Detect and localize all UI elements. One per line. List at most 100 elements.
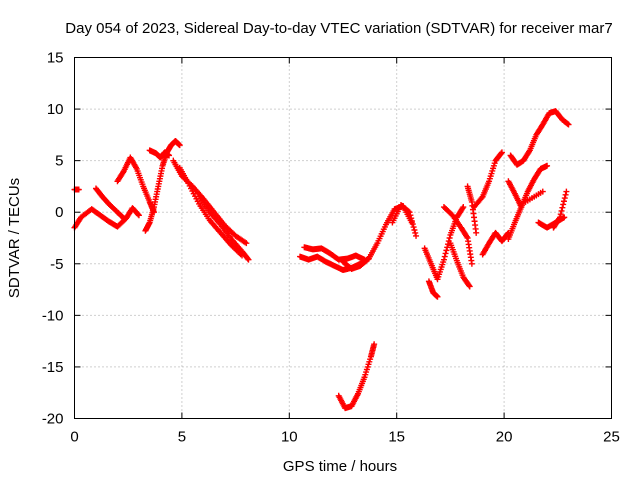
data-point xyxy=(405,208,412,215)
data-point xyxy=(556,215,563,222)
data-point xyxy=(409,221,416,228)
data-point xyxy=(176,142,183,149)
x-tick-label: 15 xyxy=(388,429,405,446)
data-point xyxy=(560,201,567,208)
y-tick-label: 0 xyxy=(55,204,63,221)
data-point xyxy=(440,256,447,263)
data-point xyxy=(459,205,466,212)
data-point xyxy=(562,191,569,198)
data-point xyxy=(498,149,505,156)
x-tick-label: 0 xyxy=(70,429,78,446)
data-point xyxy=(120,215,127,222)
grid-lines xyxy=(74,57,612,419)
series-arc22 xyxy=(505,162,551,243)
y-axis-label: SDTVAR / TECUs xyxy=(6,178,23,298)
data-point xyxy=(565,121,572,128)
series-arc19 xyxy=(464,183,480,236)
series-arc20 xyxy=(479,229,512,258)
data-point xyxy=(544,162,551,169)
y-tick-labels: -20 -15 -10 -5 0 5 10 15 xyxy=(42,50,64,428)
data-point xyxy=(557,211,564,218)
series-arc12 xyxy=(340,203,415,272)
series-arc3 xyxy=(92,185,127,222)
series-arc6 xyxy=(146,147,173,161)
data-point xyxy=(563,188,570,195)
series-arc15 xyxy=(421,204,467,283)
data-point xyxy=(406,209,413,216)
y-tick-label: -15 xyxy=(42,359,64,376)
series-arc17 xyxy=(447,240,473,290)
series-arc9 xyxy=(196,193,252,263)
data-point xyxy=(244,255,251,262)
series-arc8 xyxy=(176,164,246,259)
data-point xyxy=(409,218,416,225)
y-tick-label: -20 xyxy=(42,411,64,428)
data-point xyxy=(539,188,546,195)
data-point xyxy=(407,212,414,219)
y-tick-label: 10 xyxy=(47,101,64,118)
x-tick-labels: 0 5 10 15 20 25 xyxy=(70,429,620,446)
data-point xyxy=(412,229,419,236)
data-point xyxy=(465,282,472,289)
data-point xyxy=(75,186,82,193)
series-arc14 xyxy=(335,341,378,412)
data-point xyxy=(434,293,441,300)
data-point xyxy=(443,247,450,254)
data-point xyxy=(166,152,173,159)
y-tick-label: 15 xyxy=(47,50,64,67)
chart-title: Day 054 of 2023, Sidereal Day-to-day VTE… xyxy=(65,20,612,37)
x-tick-label: 25 xyxy=(603,429,620,446)
data-point xyxy=(518,204,525,211)
plot-frame xyxy=(74,57,612,419)
axis-ticks xyxy=(74,57,612,419)
data-point xyxy=(442,250,449,257)
series-arc27 xyxy=(522,188,546,205)
x-tick-label: 10 xyxy=(281,429,298,446)
data-point xyxy=(120,214,127,221)
data-point xyxy=(473,229,480,236)
data-point xyxy=(556,214,563,221)
data-point xyxy=(466,283,473,290)
data-point xyxy=(561,195,568,202)
data-point xyxy=(460,204,467,211)
data-point xyxy=(498,150,505,157)
series-arc1 xyxy=(71,205,142,231)
data-point xyxy=(463,233,470,240)
series-arc4 xyxy=(114,154,157,216)
series-arc13 xyxy=(389,201,420,239)
y-tick-label: 5 xyxy=(55,153,63,170)
series-arc24 xyxy=(505,178,525,211)
data-points xyxy=(71,108,572,412)
series-arc5 xyxy=(142,138,183,234)
series-arc21 xyxy=(471,149,505,211)
data-point xyxy=(243,240,250,247)
series-arc18 xyxy=(440,204,475,267)
x-tick-label: 5 xyxy=(178,429,186,446)
x-tick-label: 20 xyxy=(496,429,513,446)
series-arc23 xyxy=(507,108,572,168)
data-point xyxy=(446,235,453,241)
data-point xyxy=(371,341,378,348)
data-point xyxy=(468,260,475,267)
x-axis-label: GPS time / hours xyxy=(283,458,397,475)
data-point xyxy=(559,204,566,211)
series-arc26 xyxy=(550,188,570,231)
data-point xyxy=(135,211,142,218)
data-point xyxy=(410,224,417,231)
data-point xyxy=(413,232,420,239)
y-tick-label: -10 xyxy=(42,307,64,324)
data-point xyxy=(560,198,567,205)
series-arc2 xyxy=(71,186,82,193)
y-tick-label: -5 xyxy=(50,256,63,273)
data-point xyxy=(441,253,448,260)
series-arc16 xyxy=(425,278,441,300)
data-point xyxy=(135,212,142,219)
data-point xyxy=(411,227,418,234)
data-point xyxy=(408,215,415,222)
data-point xyxy=(245,256,252,263)
data-point xyxy=(526,148,533,155)
data-point xyxy=(558,207,565,214)
data-point xyxy=(478,195,485,202)
series-arc11 xyxy=(301,244,368,263)
